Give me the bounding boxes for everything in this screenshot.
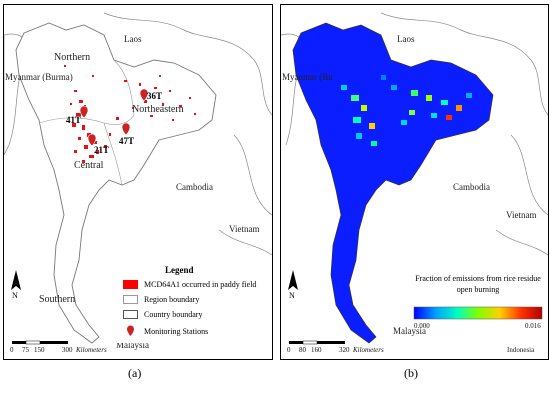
label-cambodia: Cambodia (176, 182, 213, 192)
station-41T-pin (79, 105, 89, 119)
legend-item-burned: MCD64A1 occurred in paddy field (123, 280, 256, 289)
caption-a: (a) (128, 366, 142, 380)
colorbar-max: 0.016 (525, 322, 541, 330)
scale-tick: 150 (34, 346, 45, 354)
station-label: 36T (147, 91, 163, 101)
scale-unit: Kilometers (353, 346, 384, 354)
border-line (233, 134, 272, 216)
region-boundary (103, 122, 123, 186)
emission-fraction-map: Laos Myanmar (Bu Cambodia Vietnam Malays… (280, 4, 549, 360)
station-47T-pin (121, 122, 131, 136)
station-label: 21T (94, 145, 110, 155)
north-arrow-b (288, 270, 298, 290)
legend-label: Region boundary (144, 295, 200, 304)
label-cambodia: Cambodia (453, 182, 490, 192)
legend-label: Monitoring Stations (144, 326, 209, 336)
label-laos: Laos (397, 34, 415, 44)
scale-tick: 80 (299, 346, 306, 354)
burned-swatch (123, 280, 138, 289)
burned-area-map: Laos Northern Myanmar (Burma) Northeaste… (3, 4, 273, 360)
label-malaysia: Malaysia (116, 340, 149, 350)
scale-tick: 160 (311, 346, 322, 354)
map-a-base (4, 12, 272, 345)
colorbar-min: 0.000 (414, 322, 430, 330)
legend-label: MCD64A1 occurred in paddy field (144, 280, 257, 289)
legend-title: Legend (165, 265, 194, 275)
station-21T-pin (87, 133, 97, 147)
north-label: N (289, 291, 295, 300)
scale-bar-b (289, 340, 345, 345)
region-boundary (38, 114, 135, 125)
scale-tick: 320 (339, 346, 350, 354)
border-line (218, 229, 272, 256)
colorbar-title: Fraction of emissions from rice residue … (415, 274, 541, 294)
station-label: 41T (66, 115, 82, 125)
thailand-outline (15, 22, 217, 344)
legend-item-region: Region boundary (123, 295, 199, 304)
scale-tick: 0 (287, 346, 291, 354)
emission-hotspots (341, 75, 472, 146)
scale-tick: 0 (10, 346, 14, 354)
country-swatch (123, 310, 138, 319)
label-northern: Northern (54, 52, 91, 63)
label-indonesia: Indonesia (507, 346, 535, 354)
caption-b: (b) (404, 366, 418, 380)
scale-tick: 300 (62, 346, 73, 354)
label-malaysia: Malaysia (393, 326, 426, 336)
label-myanmar: Myanmar (Bu (282, 72, 333, 82)
region-boundary (113, 59, 135, 116)
border-line (380, 12, 548, 116)
label-myanmar: Myanmar (Burma) (5, 72, 73, 82)
label-southern: Southern (39, 294, 76, 305)
station-markers (79, 88, 149, 147)
legend-label: Country boundary (144, 310, 203, 319)
scale-tick: 75 (22, 346, 29, 354)
label-northeastern: Northeastern (132, 104, 184, 115)
region-swatch (123, 295, 138, 304)
border-line (510, 134, 548, 216)
legend-item-country: Country boundary (123, 310, 202, 319)
legend-a: Legend MCD64A1 occurred in paddy field R… (117, 263, 267, 343)
station-36T-pin (139, 88, 149, 102)
legend-item-stations: Monitoring Stations (123, 325, 208, 337)
scale-unit: Kilometers (76, 346, 107, 354)
station-label: 47T (119, 136, 135, 146)
station-pin-icon (127, 325, 134, 336)
colorbar (413, 306, 543, 320)
scale-bar-a (12, 340, 68, 345)
map-b-base (281, 12, 548, 345)
north-label: N (12, 291, 18, 300)
label-vietnam: Vietnam (229, 224, 260, 234)
label-vietnam: Vietnam (506, 210, 537, 220)
label-central: Central (74, 160, 104, 171)
border-line (103, 12, 272, 116)
north-arrow-a (11, 270, 21, 290)
label-laos: Laos (124, 34, 142, 44)
border-line (495, 229, 548, 256)
